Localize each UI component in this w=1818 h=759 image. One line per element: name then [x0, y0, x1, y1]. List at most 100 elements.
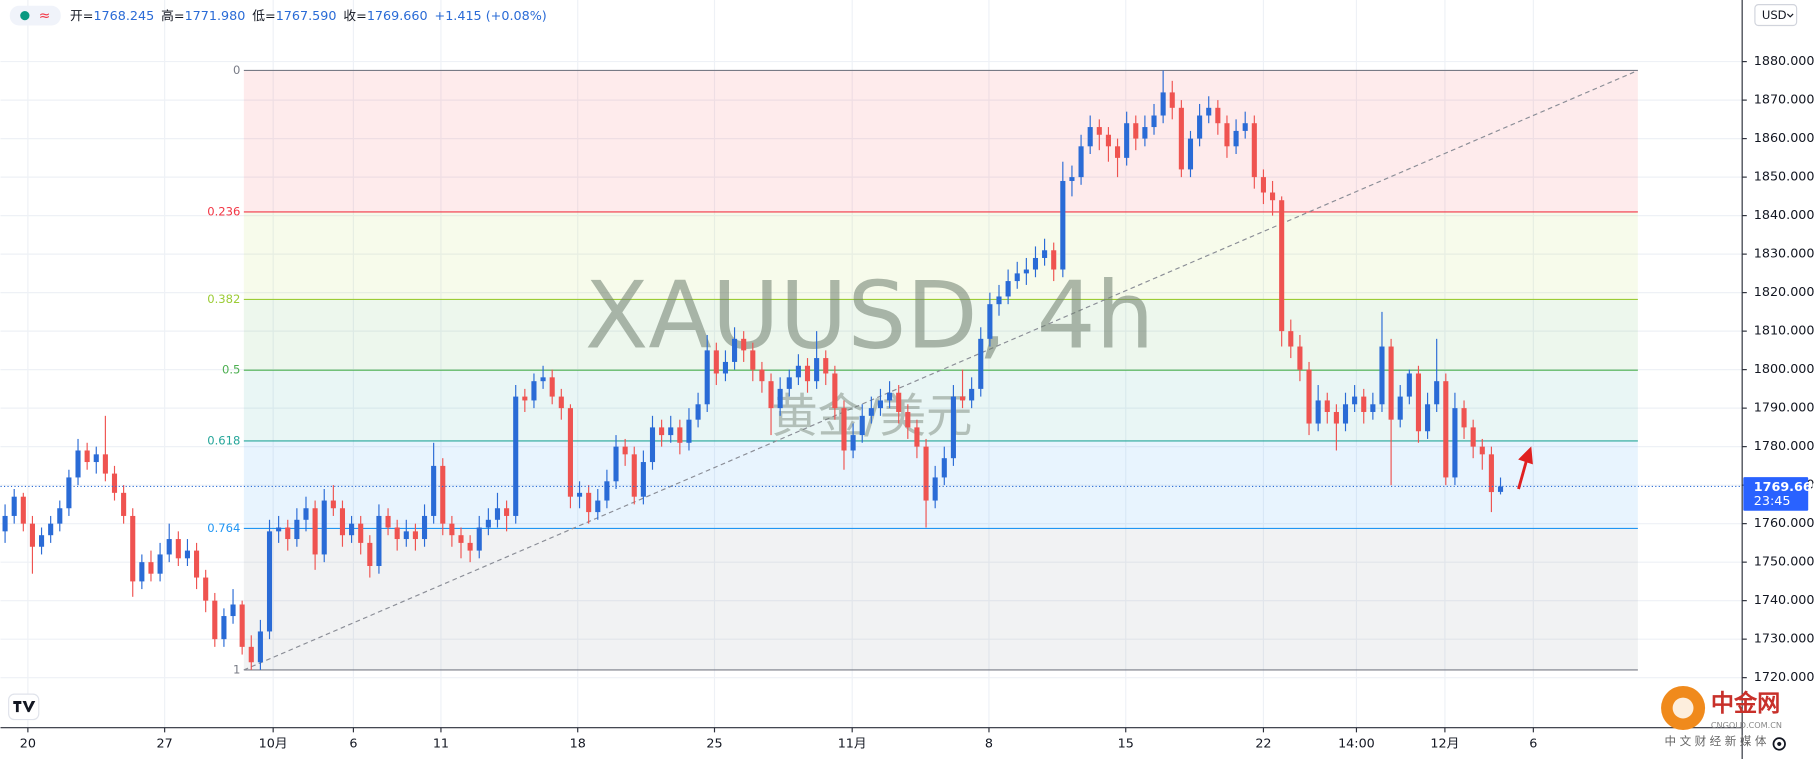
candle-body	[1114, 146, 1121, 158]
candle-body	[285, 527, 291, 540]
candle-body	[494, 508, 501, 520]
fib-band	[243, 299, 1638, 371]
candle-body	[1096, 127, 1102, 135]
settings-icon[interactable]	[1772, 737, 1786, 751]
candle-body	[887, 392, 893, 401]
candle-body	[704, 350, 710, 405]
ohlc-value: 1768.245	[93, 9, 154, 24]
candle-body	[385, 515, 391, 528]
candle-body	[1206, 107, 1212, 116]
currency-selector[interactable]: USD	[1754, 4, 1798, 27]
candle-body	[1042, 250, 1048, 258]
candle-body	[914, 427, 920, 447]
candle-body	[558, 396, 564, 409]
candle-body	[1032, 257, 1039, 270]
candle-body	[604, 481, 610, 501]
candle-body	[39, 535, 45, 547]
y-tick-label: 1750.000	[1754, 555, 1815, 570]
watermark-title: XAUUSD, 4h	[585, 262, 1154, 370]
x-tick-label: 25	[706, 736, 722, 751]
currency-box[interactable]	[1754, 4, 1798, 27]
candle-body	[595, 500, 601, 513]
candle-body	[759, 369, 765, 382]
candle-body	[1178, 107, 1184, 170]
candle-body	[84, 450, 90, 463]
candle-body	[1461, 408, 1467, 428]
candle-body	[1388, 346, 1394, 420]
candle-body	[659, 427, 665, 436]
annotation-arrow	[1517, 446, 1533, 490]
candle-body	[66, 477, 72, 509]
candle-body	[932, 477, 938, 501]
candle-body	[823, 358, 829, 374]
candle-body	[1060, 180, 1066, 270]
candle-body	[1415, 373, 1422, 432]
chevron	[1786, 13, 1794, 18]
candle-body	[184, 550, 190, 559]
candle-body	[2, 515, 8, 532]
x-tick-label: 22	[1255, 736, 1271, 751]
x-tick-label: 6	[349, 736, 357, 751]
candle-body	[349, 523, 355, 536]
brand-domain: CNGOLD.COM.CN	[1711, 720, 1782, 730]
axes: 1720.000 1730.000 1740.000 1750.000 1760.000…	[20, 54, 1818, 751]
candle-body	[376, 515, 382, 566]
brand-name: 中金网	[1711, 690, 1780, 717]
fib-level-label: 1	[233, 662, 240, 676]
candle-body	[1288, 331, 1294, 347]
candle-body	[1105, 134, 1111, 147]
candle-body	[1005, 281, 1011, 297]
candle-body	[257, 631, 263, 663]
ohlc-label: 开=	[70, 9, 93, 24]
candle-body	[832, 373, 838, 409]
candle-body	[148, 562, 154, 574]
x-tick-label: 14:00	[1338, 736, 1375, 751]
candle-body	[987, 304, 993, 339]
candle-body	[576, 492, 583, 497]
header-icon: ≈	[39, 8, 51, 24]
candle-body	[978, 338, 984, 389]
status-pill[interactable]	[9, 5, 61, 26]
fib-level-label: 0.382	[207, 292, 240, 306]
brand-logo: 中金网 CNGOLD.COM.CN 中文财经新媒体	[1661, 685, 1782, 748]
candle-body	[722, 361, 728, 374]
candle-body	[1023, 269, 1029, 274]
fib-level-label: 0.236	[207, 204, 240, 218]
ohlc-label: 收=	[343, 9, 366, 24]
last-price-box	[1743, 477, 1809, 511]
candle-body	[1270, 192, 1276, 201]
fib-level-label: 0	[233, 63, 240, 77]
candle-body	[768, 381, 774, 409]
candle-body	[996, 296, 1002, 305]
candle-body	[1333, 411, 1339, 424]
candle-body	[549, 377, 555, 397]
tv-logo[interactable]	[8, 693, 40, 721]
candle-body	[1242, 123, 1248, 131]
candle-body	[157, 554, 163, 574]
candle-body	[29, 523, 35, 547]
y-tick-label: 1880.000	[1754, 54, 1815, 69]
candle-body	[1452, 408, 1458, 478]
candle-body	[431, 465, 437, 516]
candle-body	[166, 539, 172, 555]
brand-slogan: 中文财经新媒体	[1665, 734, 1770, 748]
candle-body	[1315, 400, 1321, 424]
candle-body	[130, 515, 136, 582]
x-tick-label: 18	[570, 736, 586, 751]
candle-body	[504, 508, 510, 516]
candle-body	[786, 377, 792, 389]
gear[interactable]	[1772, 737, 1786, 751]
candle-body	[1434, 381, 1440, 405]
candle-body	[312, 508, 318, 555]
candle-body	[677, 427, 683, 443]
candle-body	[522, 396, 528, 401]
candle-body	[732, 338, 738, 362]
candle-body	[631, 454, 637, 497]
candle-body	[1470, 427, 1476, 447]
candle-body	[1197, 115, 1203, 139]
candle-body	[531, 381, 537, 401]
candle-body	[1342, 404, 1349, 424]
status-dot	[20, 11, 30, 21]
candle-body	[1479, 446, 1485, 455]
